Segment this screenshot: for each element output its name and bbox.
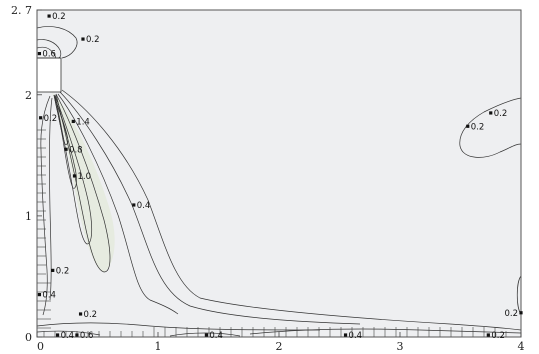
contour-label-marker bbox=[64, 147, 68, 151]
contour-label-marker bbox=[519, 311, 523, 315]
contour-label-marker bbox=[78, 312, 83, 316]
contour-line bbox=[36, 26, 78, 59]
contour-label-marker bbox=[489, 111, 493, 115]
plot-area bbox=[37, 10, 521, 337]
contour-line bbox=[54, 94, 92, 245]
contour-label: 0.4 bbox=[61, 331, 75, 341]
contour-label-marker bbox=[39, 116, 43, 120]
contour-label: 0.2 bbox=[84, 310, 98, 320]
contour-label: 1.4 bbox=[76, 117, 90, 127]
contour-label: 0.4 bbox=[349, 331, 363, 341]
contour-label: 0.2 bbox=[44, 114, 58, 124]
x-tick-label: 4 bbox=[518, 340, 525, 353]
contour-label: 0.2 bbox=[494, 109, 508, 119]
contour-label-marker bbox=[71, 119, 75, 124]
contour-line bbox=[57, 93, 179, 315]
contour-label-marker bbox=[75, 333, 79, 337]
contour-label: 0.4 bbox=[42, 291, 56, 301]
contour-label-marker bbox=[55, 333, 60, 337]
contour-label-marker bbox=[466, 124, 470, 128]
contour-line bbox=[59, 91, 361, 325]
contour-label-marker bbox=[37, 52, 42, 56]
contour-label: 0.6 bbox=[42, 50, 56, 60]
x-tick-label: 0 bbox=[37, 340, 44, 353]
contour-label: 0.4 bbox=[137, 201, 151, 211]
x-axis: 0 1 2 3 4 bbox=[36, 332, 525, 353]
contour-line bbox=[53, 94, 69, 145]
contour-line bbox=[249, 328, 522, 335]
contour-label: 0.6 bbox=[80, 331, 94, 341]
contour-label-marker bbox=[343, 333, 348, 337]
contour-labels: 0.2 0.2 0.6 0.2 1.4 0.8 1.0 0.4 0.2 0.4 0.2 0.4 0.6 0… bbox=[37, 12, 523, 341]
inlet-box bbox=[36, 57, 62, 93]
contour-line bbox=[36, 330, 101, 336]
contour-label-marker bbox=[132, 203, 136, 207]
contour-label-marker bbox=[72, 174, 77, 178]
contour-label: 0.2 bbox=[471, 122, 485, 132]
contour-label: 1.0 bbox=[78, 172, 92, 182]
y-tick-label: 2. 7 bbox=[11, 4, 32, 17]
contour-line bbox=[55, 93, 111, 273]
contour-label-marker bbox=[37, 293, 42, 297]
contour-label: 0.2 bbox=[52, 12, 66, 22]
contour-line bbox=[36, 322, 321, 331]
y-tick-label: 0 bbox=[25, 331, 32, 344]
contour-label-marker bbox=[51, 268, 55, 272]
contour-label: 0.2 bbox=[504, 309, 518, 319]
inlet-structure bbox=[36, 57, 62, 93]
vector-hatching bbox=[37, 129, 507, 337]
y-axis: 0 1 2 2. 7 bbox=[11, 4, 42, 344]
contour-lines bbox=[36, 26, 522, 337]
contour-label: 0.2 bbox=[491, 331, 505, 341]
contour-label-marker bbox=[204, 333, 208, 337]
contour-line bbox=[61, 89, 522, 331]
contour-line bbox=[49, 97, 53, 301]
contour-line bbox=[40, 95, 51, 316]
contour-label-marker bbox=[486, 333, 490, 337]
y-tick-label: 2 bbox=[25, 89, 32, 102]
y-tick-label: 1 bbox=[25, 210, 32, 223]
contour-label: 0.4 bbox=[209, 331, 223, 341]
x-tick-label: 2 bbox=[276, 340, 283, 353]
contour-label: 0.2 bbox=[56, 266, 70, 276]
contour-label-marker bbox=[81, 37, 85, 41]
x-tick-label: 3 bbox=[397, 340, 404, 353]
contour-line bbox=[36, 46, 56, 59]
x-tick-label: 1 bbox=[155, 340, 162, 353]
contour-label: 0.8 bbox=[69, 145, 83, 155]
contour-label-marker bbox=[47, 14, 51, 18]
contour-line bbox=[36, 39, 62, 59]
contour-line bbox=[459, 97, 522, 158]
contour-label: 0.2 bbox=[86, 35, 100, 45]
